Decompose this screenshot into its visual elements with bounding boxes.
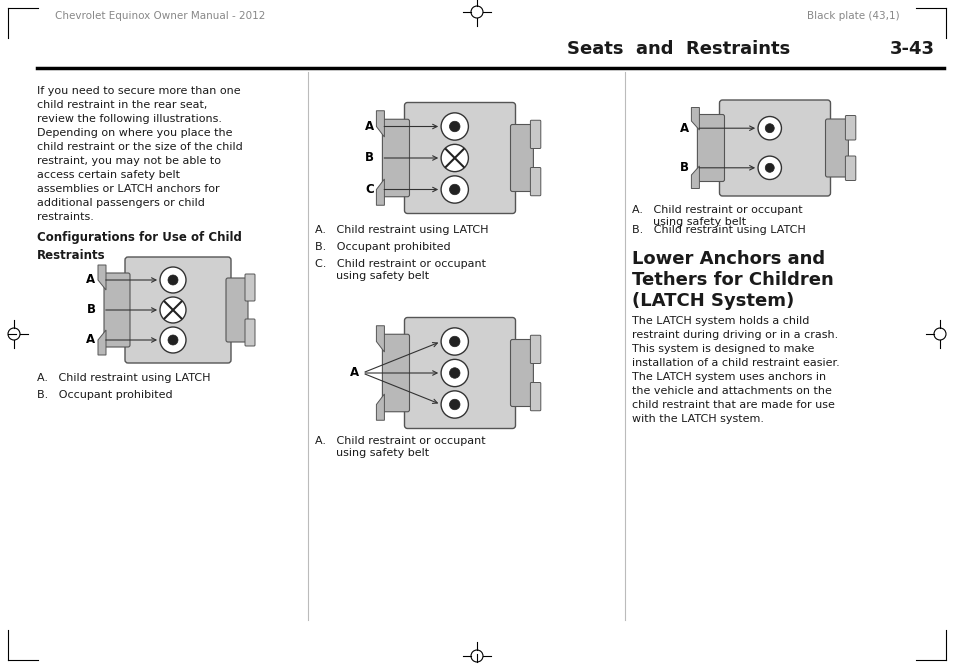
Circle shape xyxy=(758,156,781,180)
Circle shape xyxy=(440,359,468,387)
FancyBboxPatch shape xyxy=(719,100,830,196)
Text: Seats  and  Restraints: Seats and Restraints xyxy=(566,40,789,58)
Text: A: A xyxy=(87,273,95,287)
Polygon shape xyxy=(376,394,384,420)
Text: A: A xyxy=(679,122,688,135)
Polygon shape xyxy=(691,166,699,188)
FancyBboxPatch shape xyxy=(530,168,540,196)
Circle shape xyxy=(449,368,459,378)
FancyBboxPatch shape xyxy=(245,319,254,346)
Polygon shape xyxy=(98,265,106,290)
Circle shape xyxy=(168,275,178,285)
Text: A.   Child restraint or occupant
      using safety belt: A. Child restraint or occupant using saf… xyxy=(314,436,485,458)
Circle shape xyxy=(449,122,459,132)
Polygon shape xyxy=(376,111,384,137)
Text: A: A xyxy=(350,367,358,379)
FancyBboxPatch shape xyxy=(530,383,540,411)
Text: A.   Child restraint using LATCH: A. Child restraint using LATCH xyxy=(314,225,488,235)
FancyBboxPatch shape xyxy=(844,116,855,140)
FancyBboxPatch shape xyxy=(125,257,231,363)
Text: Configurations for Use of Child
Restraints: Configurations for Use of Child Restrain… xyxy=(37,231,242,262)
Text: A: A xyxy=(364,120,374,133)
FancyBboxPatch shape xyxy=(824,119,847,177)
Text: A: A xyxy=(87,333,95,347)
FancyBboxPatch shape xyxy=(404,102,515,214)
Text: B.   Occupant prohibited: B. Occupant prohibited xyxy=(37,390,172,400)
Circle shape xyxy=(440,328,468,355)
FancyBboxPatch shape xyxy=(382,334,409,411)
Text: If you need to secure more than one
child restraint in the rear seat,
review the: If you need to secure more than one chil… xyxy=(37,86,242,222)
Polygon shape xyxy=(691,108,699,130)
Text: B.   Occupant prohibited: B. Occupant prohibited xyxy=(314,242,450,252)
FancyBboxPatch shape xyxy=(104,273,130,347)
Text: Black plate (43,1): Black plate (43,1) xyxy=(806,11,899,21)
Text: Tethers for Children: Tethers for Children xyxy=(631,271,833,289)
Text: C.   Child restraint or occupant
      using safety belt: C. Child restraint or occupant using saf… xyxy=(314,259,485,281)
Circle shape xyxy=(440,144,468,172)
Text: B: B xyxy=(679,161,688,174)
FancyBboxPatch shape xyxy=(404,317,515,428)
Circle shape xyxy=(160,267,186,293)
Circle shape xyxy=(449,399,459,409)
Circle shape xyxy=(758,116,781,140)
Text: A.   Child restraint or occupant
      using safety belt: A. Child restraint or occupant using saf… xyxy=(631,205,801,226)
Text: Chevrolet Equinox Owner Manual - 2012: Chevrolet Equinox Owner Manual - 2012 xyxy=(55,11,265,21)
FancyBboxPatch shape xyxy=(510,124,533,192)
Text: B.   Child restraint using LATCH: B. Child restraint using LATCH xyxy=(631,225,805,235)
FancyBboxPatch shape xyxy=(382,120,409,197)
FancyBboxPatch shape xyxy=(697,114,723,182)
FancyBboxPatch shape xyxy=(226,278,248,342)
Circle shape xyxy=(168,335,178,345)
Circle shape xyxy=(449,184,459,195)
Text: B: B xyxy=(87,303,95,317)
FancyBboxPatch shape xyxy=(530,120,540,148)
Text: Lower Anchors and: Lower Anchors and xyxy=(631,250,824,268)
Text: A.   Child restraint using LATCH: A. Child restraint using LATCH xyxy=(37,373,211,383)
Text: 3-43: 3-43 xyxy=(889,40,934,58)
Polygon shape xyxy=(376,326,384,352)
Circle shape xyxy=(440,113,468,140)
FancyBboxPatch shape xyxy=(510,339,533,407)
Circle shape xyxy=(764,124,774,133)
FancyBboxPatch shape xyxy=(844,156,855,180)
Circle shape xyxy=(764,163,774,172)
Circle shape xyxy=(160,327,186,353)
FancyBboxPatch shape xyxy=(245,274,254,301)
FancyBboxPatch shape xyxy=(530,335,540,363)
Circle shape xyxy=(440,391,468,418)
Polygon shape xyxy=(98,330,106,355)
Text: B: B xyxy=(364,152,374,164)
Circle shape xyxy=(160,297,186,323)
Circle shape xyxy=(440,176,468,203)
Text: The LATCH system holds a child
restraint during driving or in a crash.
This syst: The LATCH system holds a child restraint… xyxy=(631,316,839,424)
Polygon shape xyxy=(376,179,384,205)
Text: (LATCH System): (LATCH System) xyxy=(631,292,794,310)
Circle shape xyxy=(449,336,459,347)
Text: C: C xyxy=(365,183,374,196)
